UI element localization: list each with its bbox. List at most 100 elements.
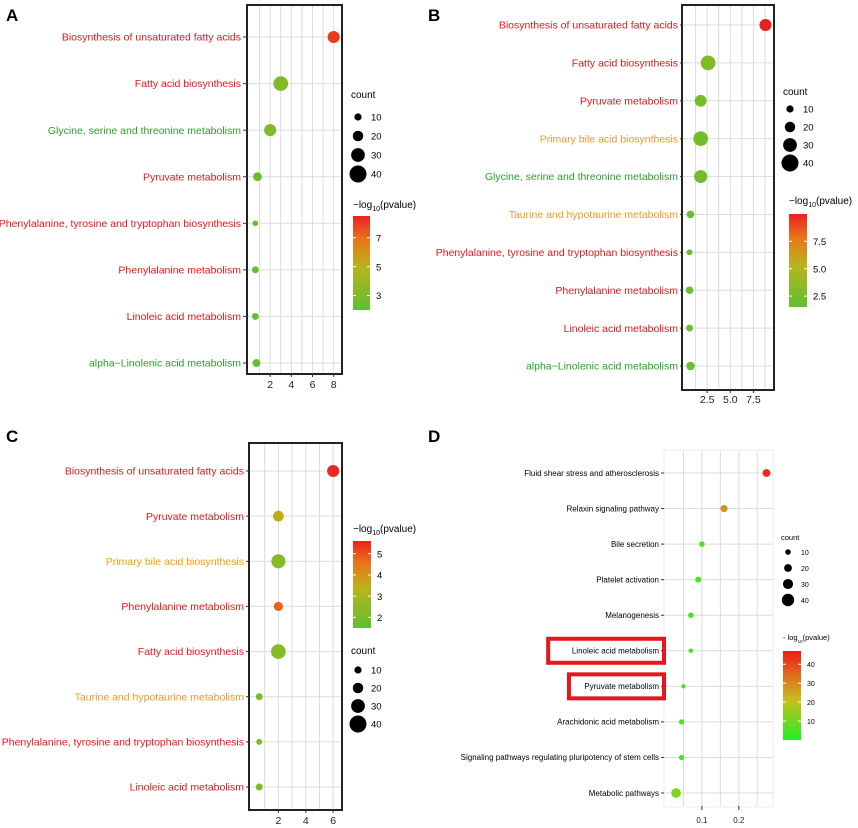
data-point — [686, 210, 695, 219]
color-legend-tick-label: 5 — [376, 262, 381, 273]
x-tick-label: 4 — [303, 815, 309, 827]
color-legend-title-rest: (pvalue) — [380, 524, 416, 535]
category-label: Pyruvate metabolism — [143, 171, 241, 183]
category-label: Biosynthesis of unsaturated fatty acids — [65, 466, 244, 478]
category-label: Pyruvate metabolism — [580, 95, 678, 107]
x-tick-label: 6 — [330, 815, 336, 827]
color-legend-title-log: - log — [783, 633, 798, 642]
color-legend-title-log: −log — [789, 196, 808, 207]
data-point — [273, 601, 283, 612]
size-legend-label: 10 — [803, 105, 814, 116]
panel-c: C Biosynthesis of unsaturated fatty acid… — [2, 427, 416, 827]
size-legend-dot — [354, 666, 362, 674]
size-legend-dot — [785, 549, 791, 555]
size-legend-label: 40 — [371, 170, 382, 181]
size-legend-dot — [786, 105, 794, 113]
data-point — [264, 124, 277, 137]
size-legend-dot — [784, 564, 792, 572]
panel-c-size-legend: count 10 20 30 40 — [349, 646, 382, 733]
panel-b-color-legend: −log10(pvalue) 7.5 5.0 2.5 — [789, 196, 852, 307]
color-legend-bar — [783, 651, 801, 740]
x-tick-label: 7.5 — [746, 394, 761, 406]
category-label: Linoleic acid metabolism — [130, 782, 245, 794]
color-legend-tick-label: 7 — [376, 233, 381, 244]
size-legend-dot — [349, 165, 367, 183]
x-tick-label: 2.5 — [700, 394, 715, 406]
panel-b-plot-area — [681, 4, 775, 391]
color-legend-title: −log10(pvalue) — [353, 524, 416, 537]
data-point — [694, 170, 708, 184]
category-label: Taurine and hypotaurine metabolism — [75, 691, 245, 703]
panel-a-points — [251, 30, 340, 367]
size-legend-dot — [351, 699, 365, 713]
data-point — [762, 469, 771, 477]
data-point — [688, 648, 694, 654]
color-legend-title: −log10(pvalue) — [789, 196, 852, 209]
x-tick-label: 2 — [275, 815, 281, 827]
panel-b-points — [685, 18, 772, 371]
panel-c-plot-area — [248, 442, 343, 811]
x-tick-label: 0.2 — [733, 816, 745, 825]
category-label: Pyruvate metabolism — [584, 682, 659, 691]
color-legend-title-log: −log — [353, 524, 372, 535]
x-tick-label: 2 — [267, 379, 273, 391]
panel-a-plot-area — [246, 4, 343, 375]
panel-d-points — [671, 469, 771, 798]
x-tick-label: 5.0 — [723, 394, 738, 406]
category-label: Fatty acid biosynthesis — [135, 78, 241, 90]
category-label: Glycine, serine and threonine metabolism — [48, 125, 241, 137]
data-point — [699, 541, 705, 547]
category-label: Platelet activation — [596, 575, 659, 584]
panel-b-letter: B — [428, 6, 440, 25]
size-legend-dot — [782, 578, 794, 590]
size-legend-dot — [783, 138, 797, 152]
panel-a-size-legend: count 10 20 30 40 — [349, 90, 382, 183]
panel-d-plot-area — [663, 449, 774, 808]
panel-b-size-legend: count 10 20 30 40 — [781, 87, 814, 172]
color-legend-tick-label: 30 — [807, 681, 815, 688]
category-label: Biosynthesis of unsaturated fatty acids — [499, 20, 678, 32]
panel-a-color-legend: −log10(pvalue) 7 5 3 — [353, 200, 416, 310]
size-legend-label: 20 — [801, 566, 809, 573]
data-point — [686, 361, 695, 371]
panel-a-category-labels: Biosynthesis of unsaturated fatty acids F… — [0, 32, 241, 370]
data-point — [678, 754, 685, 761]
color-legend-tick-label: 4 — [377, 571, 382, 582]
size-legend-dot — [352, 130, 364, 142]
data-point — [686, 324, 694, 332]
panel-b-x-ticks: 2.5 5.0 7.5 — [700, 389, 761, 406]
color-legend-tick-label: 2.5 — [813, 292, 826, 303]
data-point — [678, 719, 685, 725]
data-point — [252, 359, 261, 367]
size-legend-title: count — [781, 533, 800, 542]
panel-c-gridlines — [246, 444, 341, 809]
category-label: Arachidonic acid metabolism — [557, 718, 659, 727]
data-point — [271, 554, 286, 569]
panel-d-size-legend: count 10 20 30 40 — [781, 533, 809, 607]
data-point — [720, 504, 728, 513]
color-legend-title: −log10(pvalue) — [353, 200, 416, 213]
category-label: Linoleic acid metabolism — [564, 323, 679, 335]
category-label: Melanogenesis — [605, 611, 659, 620]
panel-a: A Biosynthesis of unsaturated fatty acid… — [0, 4, 416, 391]
category-label: Relaxin signaling pathway — [567, 504, 660, 513]
color-legend-title: - log10(pvalue) — [783, 633, 830, 644]
category-label: Phenylalanine, tyrosine and tryptophan b… — [2, 737, 244, 749]
category-label: Pyruvate metabolism — [146, 511, 244, 523]
panel-d-letter: D — [428, 427, 440, 446]
panel-c-category-labels: Biosynthesis of unsaturated fatty acids P… — [2, 466, 245, 794]
panel-b-category-labels: Biosynthesis of unsaturated fatty acids F… — [436, 20, 679, 373]
category-label: Primary bile acid biosynthesis — [540, 133, 678, 145]
category-label: Fatty acid biosynthesis — [138, 646, 244, 658]
category-label: Phenylalanine metabolism — [555, 285, 678, 297]
category-label: Linoleic acid metabolism — [127, 311, 242, 323]
size-legend-dot — [781, 593, 795, 607]
category-label: Linoleic acid metabolism — [572, 647, 659, 656]
size-legend-dot — [349, 715, 367, 733]
color-legend-title-rest: (pvalue) — [803, 633, 831, 642]
color-legend-tick-label: 2 — [377, 613, 382, 624]
data-point — [273, 76, 289, 91]
category-label: Fatty acid biosynthesis — [572, 58, 678, 70]
category-label: alpha−Linolenic acid metabolism — [526, 361, 678, 373]
